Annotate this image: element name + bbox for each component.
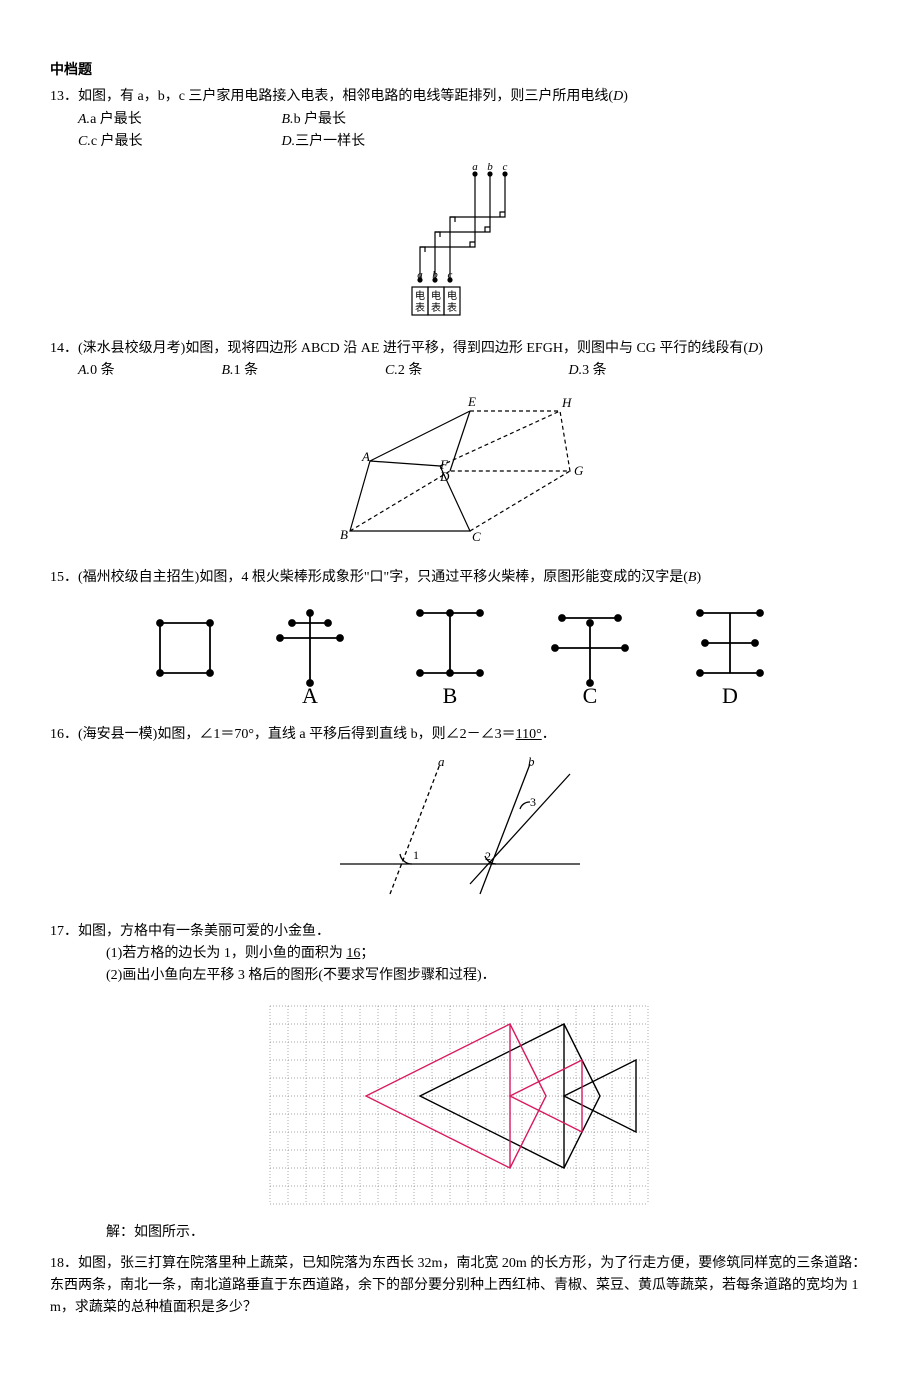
svg-text:表: 表 [431, 301, 441, 314]
q16-answer: 110° [516, 727, 542, 742]
svg-text:b: b [432, 269, 438, 281]
q14-source: (涞水县校级月考) [78, 341, 185, 356]
svg-text:电: 电 [415, 289, 425, 302]
svg-text:c: c [448, 269, 453, 281]
svg-text:C: C [472, 529, 481, 544]
q15-close: ) [696, 570, 701, 585]
svg-text:1: 1 [413, 848, 419, 862]
svg-text:E: E [467, 394, 476, 409]
q13-opta-label: A. [78, 109, 90, 131]
q16-texta: 如图，∠1＝70°，直线 a 平移后得到直线 b，则∠2－∠3＝ [157, 727, 515, 742]
svg-text:b: b [528, 754, 535, 769]
q13-close: ) [623, 89, 628, 104]
q13-answer: D [613, 89, 623, 104]
svg-text:B: B [340, 527, 348, 542]
svg-text:H: H [561, 395, 572, 410]
svg-text:C: C [583, 683, 598, 708]
q15-text: 如图，4 根火柴棒形成象形"口"字，只通过平移火柴棒，原图形能变成的汉字是( [199, 570, 688, 585]
q17-sub1-ans: 16 [346, 946, 360, 961]
q17-figure [50, 996, 870, 1214]
q14-opta-label: A. [78, 360, 90, 382]
svg-text:G: G [574, 463, 584, 478]
svg-text:B: B [443, 683, 458, 708]
svg-text:D: D [722, 683, 738, 708]
question-15: 15．(福州校级自主招生)如图，4 根火柴棒形成象形"口"字，只通过平移火柴棒，… [50, 567, 870, 716]
q17-text: 如图，方格中有一条美丽可爱的小金鱼． [78, 924, 330, 939]
q14-figure: A B C D E F G H [50, 391, 870, 559]
q17-sub2: (2)画出小鱼向左平移 3 格后的图形(不要求写作图步骤和过程)． [106, 968, 496, 983]
svg-text:3: 3 [530, 795, 536, 809]
q17-solution: 解：如图所示． [106, 1225, 204, 1240]
q14-answer: D [748, 341, 758, 356]
q18-num: 18． [50, 1256, 78, 1271]
svg-text:表: 表 [415, 301, 425, 314]
q14-num: 14． [50, 341, 78, 356]
q13-num: 13． [50, 89, 78, 104]
q17-sub1a: (1)若方格的边长为 1，则小鱼的面积为 [106, 946, 346, 961]
q16-textb: ． [542, 727, 556, 742]
q13-optb: b 户最长 [294, 109, 347, 131]
q13-opta: a 户最长 [90, 109, 142, 131]
q14-optd: 3 条 [582, 360, 607, 382]
q13-optd-label: D. [282, 131, 296, 153]
q14-optb: 1 条 [234, 360, 259, 382]
q16-source: (海安县一模) [78, 727, 157, 742]
question-13: 13．如图，有 a，b，c 三户家用电路接入电表，相邻电路的电线等距排列，则三户… [50, 86, 870, 330]
q13-optc: c 户最长 [91, 131, 143, 153]
question-14: 14．(涞水县校级月考)如图，现将四边形 ABCD 沿 AE 进行平移，得到四边… [50, 338, 870, 559]
svg-text:2: 2 [485, 849, 491, 863]
q13-optd: 三户一样长 [295, 131, 365, 153]
question-18: 18．如图，张三打算在院落里种上蔬菜，已知院落为东西长 32m，南北宽 20m … [50, 1253, 870, 1320]
q16-num: 16． [50, 727, 78, 742]
q17-num: 17． [50, 924, 78, 939]
svg-text:a: a [417, 269, 423, 281]
svg-text:a: a [472, 162, 478, 173]
q13-optb-label: B. [282, 109, 294, 131]
q14-optd-label: D. [569, 360, 583, 382]
question-16: 16．(海安县一模)如图，∠1＝70°，直线 a 平移后得到直线 b，则∠2－∠… [50, 724, 870, 913]
svg-text:F: F [439, 457, 449, 472]
q18-text: 如图，张三打算在院落里种上蔬菜，已知院落为东西长 32m，南北宽 20m 的长方… [50, 1256, 866, 1316]
svg-text:电: 电 [431, 289, 441, 302]
svg-text:A: A [361, 449, 370, 464]
svg-text:电: 电 [447, 289, 457, 302]
q15-figure: A B C D [50, 598, 870, 716]
q13-text: 如图，有 a，b，c 三户家用电路接入电表，相邻电路的电线等距排列，则三户所用电… [78, 89, 613, 104]
svg-text:c: c [503, 162, 508, 173]
q14-text: 如图，现将四边形 ABCD 沿 AE 进行平移，得到四边形 EFGH，则图中与 … [185, 341, 748, 356]
q14-close: ) [758, 341, 763, 356]
q16-figure: a b 1 2 3 [50, 754, 870, 912]
q14-optb-label: B. [222, 360, 234, 382]
svg-text:b: b [487, 162, 493, 173]
svg-text:A: A [302, 683, 318, 708]
svg-text:表: 表 [447, 301, 457, 314]
q14-optc-label: C. [385, 360, 398, 382]
q14-optc: 2 条 [398, 360, 423, 382]
q14-opta: 0 条 [90, 360, 115, 382]
question-17: 17．如图，方格中有一条美丽可爱的小金鱼． (1)若方格的边长为 1，则小鱼的面… [50, 921, 870, 1245]
q17-sub1b: ； [360, 946, 374, 961]
q13-figure: a b c a b c 电表 电表 电表 [50, 162, 870, 330]
q15-num: 15． [50, 570, 78, 585]
section-title: 中档题 [50, 60, 870, 82]
q13-optc-label: C. [78, 131, 91, 153]
q15-source: (福州校级自主招生) [78, 570, 199, 585]
svg-text:a: a [438, 754, 445, 769]
